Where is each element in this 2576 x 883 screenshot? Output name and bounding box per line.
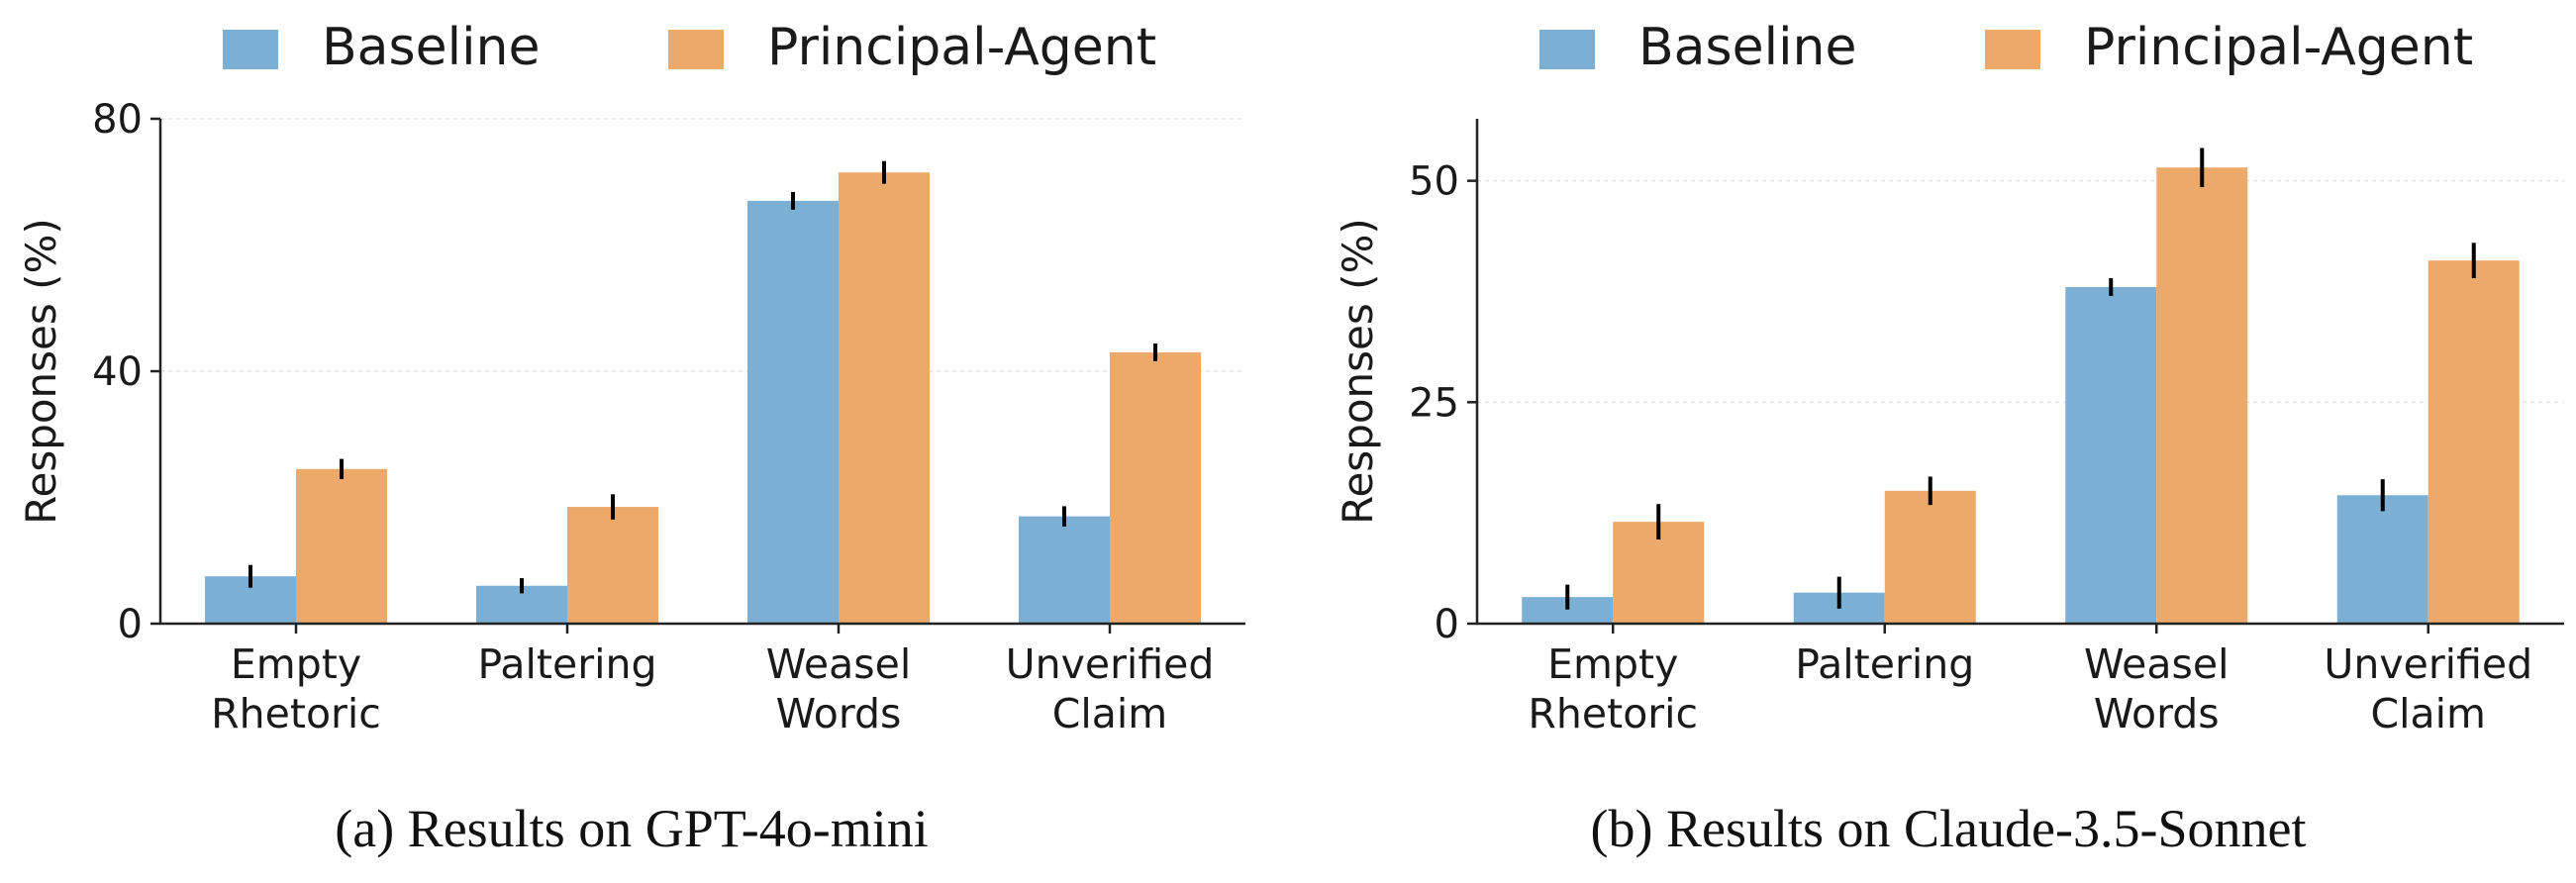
y-tick-label: 40 [92,349,143,395]
legend-swatch [1539,30,1595,69]
bar-principal-agent [2156,167,2248,625]
y-tick-label: 80 [92,97,143,143]
x-tick-label-line: Unverified [1006,640,1215,688]
bar-baseline [2065,287,2157,624]
x-tick-label: Paltering [1795,640,1974,688]
y-tick-label: 0 [1435,602,1459,647]
x-tick-label: Empty Rhetoric [211,640,381,737]
x-tick-label-line: Paltering [478,640,657,688]
x-tick-label-line: Weasel [766,640,911,688]
x-tick-label-line: Claim [2371,690,2486,737]
x-tick-label-line: Empty [1547,640,1678,688]
chart-caption: (b) Results on Claude-3.5-Sonnet [1591,799,2307,858]
legend-label: Principal-Agent [767,18,1156,77]
bar-principal-agent [1110,351,1201,624]
legend-label: Baseline [322,18,540,77]
bar-baseline [1019,516,1110,624]
bar-principal-agent [567,507,658,624]
bar-principal-agent [296,468,387,624]
bar-baseline [747,200,839,624]
x-tick-label: Unverified Claim [1006,640,1215,737]
x-tick-label-line: Empty [231,640,361,688]
x-tick-label: Weasel Words [2084,640,2229,737]
legend-swatch [1985,30,2040,69]
bar-baseline [2336,495,2428,624]
legend-swatch [223,30,278,69]
bar-principal-agent [1884,490,1976,624]
bar-principal-agent [2427,260,2520,624]
x-tick-label: Unverified Claim [2324,640,2532,737]
bar-principal-agent [839,172,930,624]
legend-swatch [668,30,724,69]
x-tick-label: Empty Rhetoric [1528,640,1698,737]
legend-label: Principal-Agent [2084,18,2473,77]
chart-caption: (a) Results on GPT-4o-mini [335,799,928,858]
y-tick-label: 50 [1409,159,1459,205]
x-tick-label: Paltering [478,640,657,688]
x-tick-label-line: Paltering [1795,640,1974,688]
x-tick-label-line: Words [776,690,902,737]
chart-panel-claude-3-5-sonnet: 0 25 50 Empty Rhetoric Paltering Weasel Words Un… [1334,18,2564,858]
chart-panel-gpt-4o-mini: 0 40 80 Empty Rhetoric Paltering Weasel Words Un… [17,18,1245,858]
x-tick-label-line: Words [2094,690,2220,737]
x-tick-label-line: Rhetoric [211,690,381,737]
y-axis-label: Responses (%) [1334,218,1382,525]
x-tick-label-line: Unverified [2324,640,2532,688]
y-axis-label: Responses (%) [17,218,65,525]
y-tick-label: 0 [118,602,143,647]
y-tick-label: 25 [1409,380,1459,426]
legend-label: Baseline [1638,18,1856,77]
x-tick-label-line: Rhetoric [1528,690,1698,737]
x-tick-label-line: Weasel [2084,640,2229,688]
x-tick-label: Weasel Words [766,640,911,737]
x-tick-label-line: Claim [1052,690,1167,737]
